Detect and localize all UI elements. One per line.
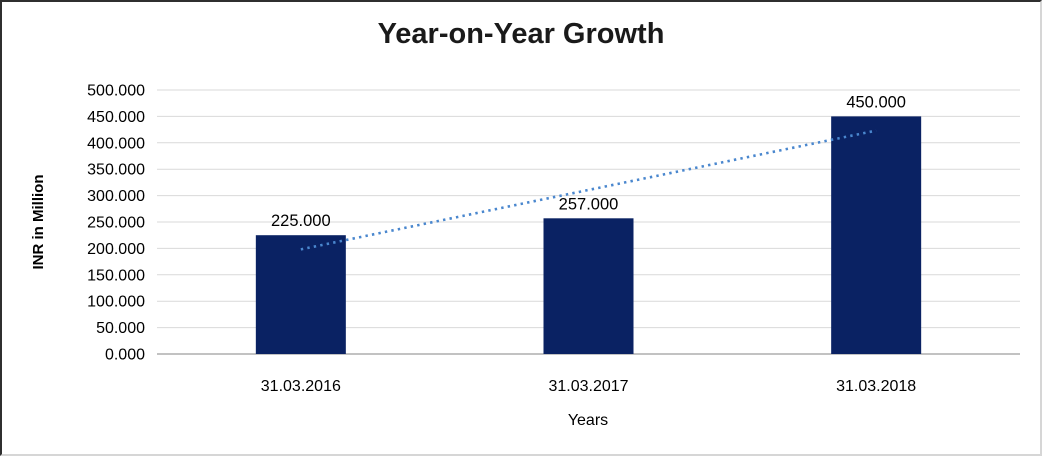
x-tick-label: 31.03.2016 <box>261 378 341 395</box>
bar-value-label: 225.000 <box>271 212 331 230</box>
bar <box>543 218 634 354</box>
bar <box>831 116 922 355</box>
y-tick-label: 100.000 <box>87 294 145 311</box>
x-axis-title: Years <box>567 412 609 429</box>
y-tick-label: 250.000 <box>87 215 145 232</box>
y-tick-label: 300.000 <box>87 188 145 205</box>
y-tick-label: 0.000 <box>105 347 145 364</box>
trendline <box>300 129 877 251</box>
y-tick-label: 150.000 <box>87 267 145 284</box>
x-tick-label: 31.03.2017 <box>548 378 628 395</box>
y-tick-label: 350.000 <box>87 162 145 179</box>
bar-value-label: 257.000 <box>559 195 619 213</box>
y-tick-label: 500.000 <box>87 83 145 100</box>
bar <box>255 235 346 354</box>
x-tick-label: 31.03.2018 <box>836 378 916 395</box>
bar-value-label: 450.000 <box>846 93 906 111</box>
y-tick-label: 50.000 <box>96 320 145 337</box>
chart-title: Year-on-Year Growth <box>377 18 665 50</box>
y-tick-label: 400.000 <box>87 135 145 152</box>
y-tick-label: 200.000 <box>87 241 145 258</box>
y-tick-label: 450.000 <box>87 109 145 126</box>
